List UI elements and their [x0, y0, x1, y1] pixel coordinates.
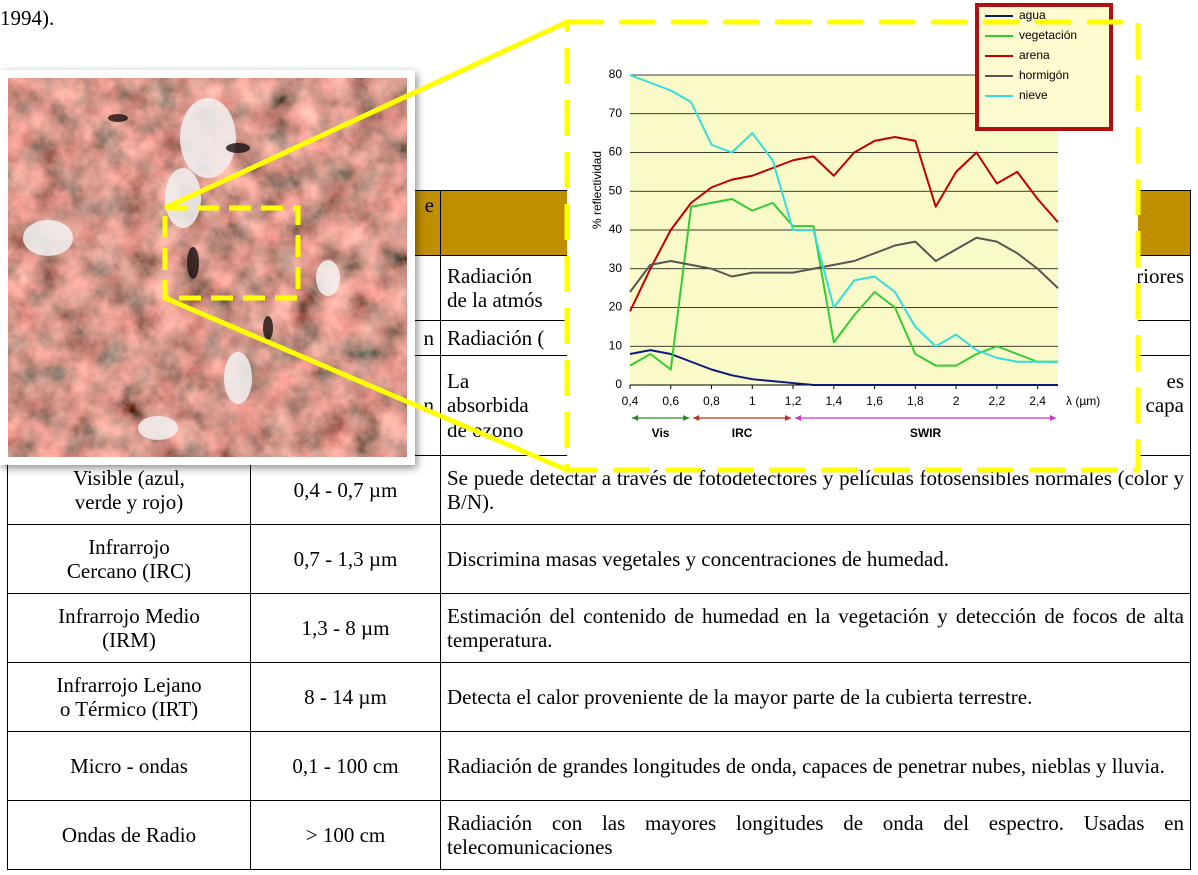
series-line [629, 136, 1059, 312]
y-axis-label: % reflectividad [590, 151, 604, 229]
band-label: Vis [652, 426, 670, 440]
range-fragment: n [423, 325, 435, 350]
table-row: Infrarrojo Medio (IRM) 1,3 - 8 µm Estimació… [7, 593, 1191, 663]
description-fragment: Radiación [447, 263, 533, 288]
y-tick-label: 10 [609, 338, 623, 352]
y-tick-label: 0 [615, 377, 622, 391]
zoom-box [162, 205, 301, 301]
arrow-head [693, 415, 700, 421]
legend-label: hormigón [1019, 68, 1069, 82]
satellite-image [0, 70, 415, 465]
series-line [629, 236, 1059, 293]
description-fragment: de la atmós [447, 288, 543, 312]
arrow-head [785, 415, 792, 421]
band-name: Ondas de Radio [61, 822, 197, 847]
chart-frame [564, 19, 1141, 473]
y-tick-label: 30 [609, 261, 623, 275]
legend-label: nieve [1019, 88, 1048, 102]
table-row: Infrarrojo Lejano o Térmico (IRT) 8 - 14 µ… [7, 662, 1191, 732]
description-cell: Estimación del contenido de humedad en l… [440, 593, 1191, 663]
series-line [629, 349, 1058, 386]
range-cell: 1,3 - 8 µm [250, 593, 441, 663]
description-fragment: es [1166, 369, 1185, 394]
y-tick-label: 20 [609, 300, 623, 314]
description-line: de la atmós [447, 288, 1184, 312]
y-tick-label: 50 [609, 183, 623, 197]
zoom-line [164, 295, 568, 473]
range-fragment: n [423, 393, 435, 418]
zoom-line [163, 19, 569, 211]
band-name: verde y rojo) [74, 490, 184, 514]
legend-box [975, 3, 1113, 131]
band-name: Infrarrojo Medio [58, 603, 200, 628]
range-cell: 0,7 - 1,3 µm [250, 524, 441, 594]
arrow-head [632, 415, 638, 421]
satellite-texture [8, 78, 407, 457]
y-tick-label: 60 [609, 145, 623, 159]
description-line: absorbida capa [447, 393, 1184, 417]
band-label: SWIR [910, 426, 942, 440]
x-tick-label: 0,8 [703, 394, 720, 408]
band-name: (IRM) [102, 628, 156, 652]
band-label: IRC [732, 426, 753, 440]
description-cell: Discrimina masas vegetales y concentraci… [440, 524, 1191, 594]
band-cell: Infrarrojo Cercano (IRC) [7, 524, 251, 594]
band-cell: Micro - ondas [7, 731, 251, 801]
table-row: Infrarrojo Cercano (IRC) 0,7 - 1,3 µm Discr… [7, 524, 1191, 594]
y-tick-label: 70 [609, 106, 623, 120]
band-name: Micro - ondas [70, 753, 188, 778]
top-text: 1994). [0, 6, 55, 30]
description-fragment: absorbida [447, 393, 529, 418]
x-tick-label: 0,6 [662, 394, 679, 408]
y-tick-label: 40 [609, 222, 623, 236]
band-cell: Visible (azul, verde y rojo) [7, 455, 251, 525]
table-row: Micro - ondas 0,1 - 100 cm Radiación de gr… [7, 731, 1191, 801]
range-cell: 0,1 - 100 cm [250, 731, 441, 801]
x-axis-label: λ (µm) [1066, 394, 1100, 408]
x-tick-label: 1,4 [825, 394, 842, 408]
x-tick-label: 2,2 [989, 394, 1006, 408]
range-cell: 8 - 14 µm [250, 662, 441, 732]
legend-label: arena [1019, 48, 1050, 62]
x-tick-label: 2 [953, 394, 960, 408]
description-line: La es [447, 369, 1184, 393]
range-cell: > 100 cm [250, 800, 441, 870]
x-tick-label: 1,2 [785, 394, 802, 408]
arrow-head [795, 415, 802, 421]
table-row: Ondas de Radio > 100 cm Radiación con las … [7, 800, 1191, 870]
legend-label: vegetación [1019, 28, 1077, 42]
description-cell: Detecta el calor proveniente de la mayor… [440, 662, 1191, 732]
x-tick-label: 1,6 [866, 394, 883, 408]
x-tick-label: 0,4 [622, 394, 639, 408]
series-line [629, 74, 1058, 363]
band-cell: Ondas de Radio [7, 800, 251, 870]
arrow-head [683, 415, 690, 421]
description-fragment: La [447, 369, 470, 394]
description-fragment: Radiación ( [447, 325, 545, 350]
band-name: o Térmico (IRT) [59, 697, 199, 721]
description-cell: Radiación con las mayores longitudes de … [440, 800, 1191, 870]
series-line [629, 198, 1058, 371]
description-cell: Radiación de grandes longitudes de onda,… [440, 731, 1191, 801]
band-name: Infrarrojo [88, 534, 170, 559]
x-tick-label: 1,8 [907, 394, 924, 408]
band-name: Visible (azul, [73, 465, 185, 490]
band-name: Cercano (IRC) [66, 559, 192, 583]
y-tick-label: 80 [609, 67, 623, 81]
legend-label: agua [1019, 8, 1046, 22]
x-tick-label: 1 [749, 394, 756, 408]
arrow-head [1050, 415, 1056, 421]
description-fragment: capa [1145, 393, 1184, 418]
band-name: Infrarrojo Lejano [56, 672, 202, 697]
band-cell: Infrarrojo Medio (IRM) [7, 593, 251, 663]
x-tick-label: 2,4 [1029, 394, 1046, 408]
description-line: Radiación ( [447, 326, 1184, 350]
